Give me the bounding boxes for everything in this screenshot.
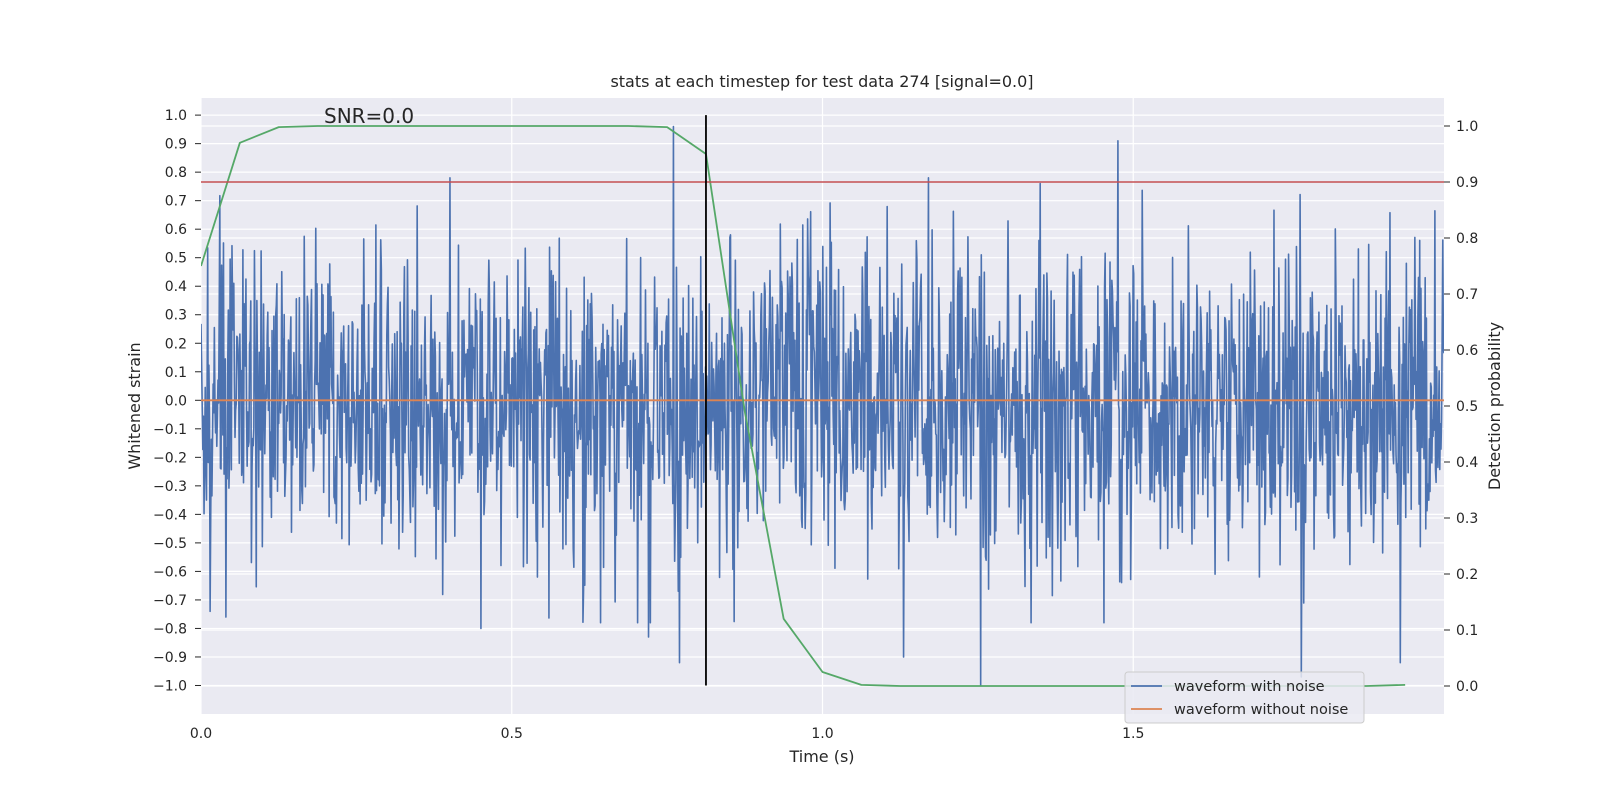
legend: waveform with noise waveform without noi… bbox=[1124, 671, 1365, 724]
y-left-tick-label: −0.1 bbox=[153, 422, 187, 438]
y-left-tick-label: −1.0 bbox=[153, 678, 187, 694]
y-left-ticks: 1.0 0.9 0.8 0.7 0.6 0.5 0.4 0.3 0.2 0.1 0.0 −0.1 −0.… bbox=[153, 108, 201, 694]
y-right-axis-label: Detection probability bbox=[1485, 322, 1504, 490]
x-tick-label: 0.5 bbox=[501, 726, 523, 742]
y-left-tick-label: 0.2 bbox=[165, 336, 187, 352]
y-left-tick-label: 0.4 bbox=[165, 279, 187, 295]
y-right-tick-label: 0.6 bbox=[1456, 343, 1478, 359]
y-left-tick-label: −0.4 bbox=[153, 507, 187, 523]
y-left-tick-label: 0.5 bbox=[165, 251, 187, 267]
y-left-axis-label: Whitened strain bbox=[125, 342, 144, 469]
y-left-tick-label: −0.5 bbox=[153, 536, 187, 552]
y-left-tick-label: 0.1 bbox=[165, 365, 187, 381]
y-right-tick-label: 0.3 bbox=[1456, 511, 1478, 527]
x-tick-label: 1.5 bbox=[1122, 726, 1144, 742]
legend-label-clean: waveform without noise bbox=[1174, 702, 1348, 718]
y-left-tick-label: 0.0 bbox=[165, 393, 187, 409]
y-right-tick-label: 0.5 bbox=[1456, 399, 1478, 415]
x-tick-label: 1.0 bbox=[811, 726, 833, 742]
y-left-tick-label: 0.8 bbox=[165, 165, 187, 181]
y-right-tick-label: 0.4 bbox=[1456, 455, 1478, 471]
y-left-tick-label: 0.7 bbox=[165, 194, 187, 210]
y-right-tick-label: 0.2 bbox=[1456, 567, 1478, 583]
y-right-tick-label: 0.9 bbox=[1456, 175, 1478, 191]
y-left-tick-label: 1.0 bbox=[165, 108, 187, 124]
snr-annotation: SNR=0.0 bbox=[324, 104, 414, 128]
y-right-tick-label: 0.0 bbox=[1456, 679, 1478, 695]
x-axis-label: Time (s) bbox=[788, 747, 854, 766]
legend-box bbox=[1124, 671, 1365, 724]
legend-label-noise: waveform with noise bbox=[1174, 679, 1325, 695]
y-left-tick-label: −0.9 bbox=[153, 650, 187, 666]
chart-title: stats at each timestep for test data 274… bbox=[610, 72, 1033, 91]
x-tick-label: 0.0 bbox=[190, 726, 212, 742]
y-left-tick-label: −0.3 bbox=[153, 479, 187, 495]
y-right-tick-label: 1.0 bbox=[1456, 119, 1478, 135]
y-left-tick-label: 0.3 bbox=[165, 308, 187, 324]
y-right-tick-label: 0.7 bbox=[1456, 287, 1478, 303]
y-left-tick-label: −0.6 bbox=[153, 564, 187, 580]
x-ticks: 0.0 0.5 1.0 1.5 bbox=[190, 726, 1145, 742]
y-right-tick-label: 0.1 bbox=[1456, 623, 1478, 639]
y-left-tick-label: 0.9 bbox=[165, 137, 187, 153]
y-left-tick-label: 0.6 bbox=[165, 222, 187, 238]
y-left-tick-label: −0.7 bbox=[153, 593, 187, 609]
series-line-waveform-with-noise bbox=[201, 125, 1444, 687]
y-left-tick-label: −0.2 bbox=[153, 450, 187, 466]
y-right-ticks: 1.0 0.9 0.8 0.7 0.6 0.5 0.4 0.3 0.2 0.1 0.0 bbox=[1444, 119, 1478, 695]
y-right-tick-label: 0.8 bbox=[1456, 231, 1478, 247]
y-left-tick-label: −0.8 bbox=[153, 621, 187, 637]
